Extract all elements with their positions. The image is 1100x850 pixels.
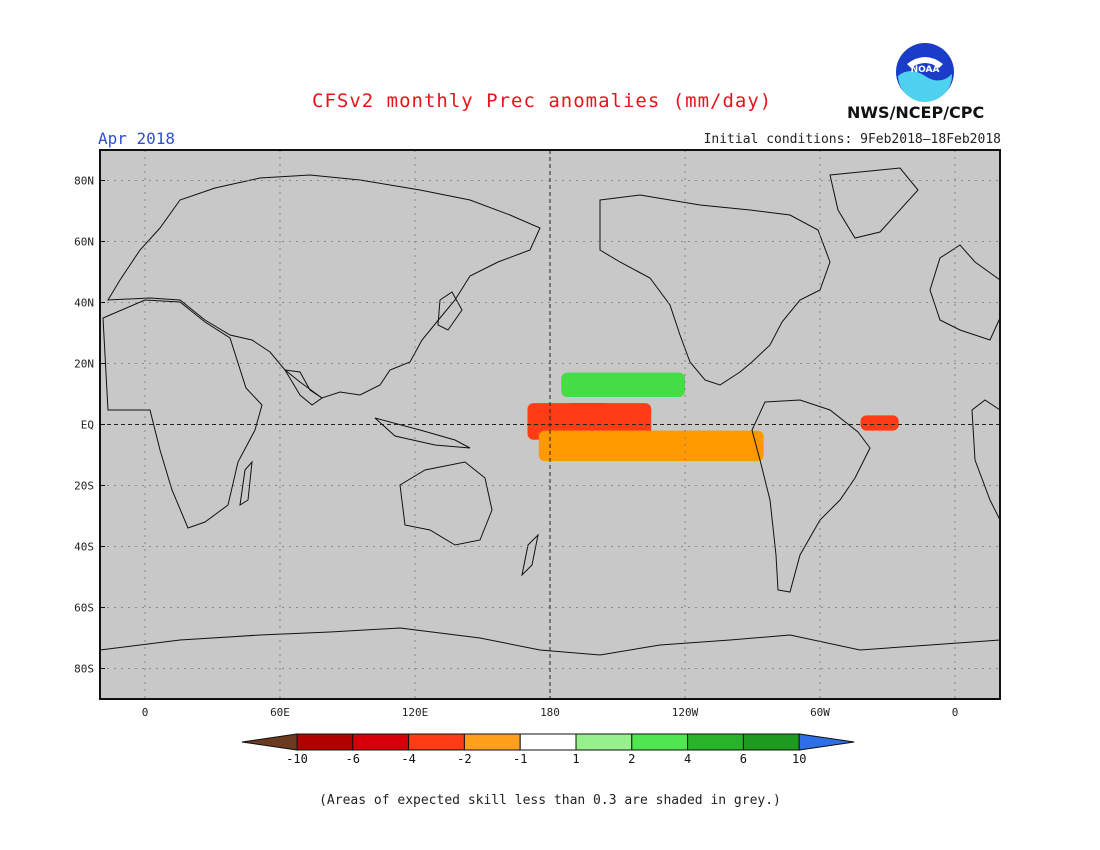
- colorbar-label: -10: [286, 752, 308, 766]
- lon-tick-label: 0: [952, 706, 959, 719]
- chart-title: CFSv2 monthly Prec anomalies (mm/day): [312, 90, 773, 112]
- lat-tick-label: 60N: [74, 236, 94, 249]
- colorbar-bin: [519, 733, 577, 751]
- longitude-labels: 0 60E 120E 180 120W 60W 0: [142, 706, 959, 719]
- lat-tick-label: 60S: [74, 602, 94, 615]
- coastline-south-america: [751, 399, 871, 593]
- anomaly-region-central-pacific-wet-north: [561, 372, 685, 398]
- lat-tick-label: 40N: [74, 297, 94, 310]
- coastlines: [100, 167, 1000, 656]
- colorbar-label: -2: [457, 752, 471, 766]
- coastline-indonesia: [374, 417, 471, 449]
- coastline-africa: [102, 299, 263, 529]
- lon-tick-label: 0: [142, 706, 149, 719]
- initial-conditions: Initial conditions: 9Feb2018–18Feb2018: [703, 132, 1001, 147]
- lon-tick-label: 60W: [810, 706, 830, 719]
- colorbar-label: 1: [572, 752, 579, 766]
- lat-tick-label: EQ: [81, 419, 94, 432]
- coastline-new-zealand: [521, 533, 539, 577]
- anomaly-region-atlantic-itcz-dry: [860, 415, 899, 431]
- coastline-india: [284, 369, 323, 406]
- colorbar-label: 10: [792, 752, 806, 766]
- colorbar-bin-upper-extension: [798, 733, 855, 751]
- coastline-australia: [399, 461, 493, 546]
- colorbar-bin: [408, 733, 465, 751]
- colorbar-label: -4: [401, 752, 415, 766]
- lat-tick-label: 20N: [74, 358, 94, 371]
- coastline-north-america: [599, 194, 831, 386]
- latitude-labels: 80N 60N 40N 20N EQ 20S 40S 60S 80S: [74, 175, 105, 676]
- colorbar: -10 -6 -4 -2 -1 1 2 4 6 10: [241, 733, 855, 766]
- lat-tick-label: 20S: [74, 480, 94, 493]
- colorbar-label: 4: [684, 752, 691, 766]
- lon-tick-label: 120E: [402, 706, 429, 719]
- lon-tick-label: 60E: [270, 706, 290, 719]
- anomaly-region-east-pacific-dry-band: [538, 430, 764, 462]
- colorbar-bin: [463, 733, 521, 751]
- lon-tick-label: 120W: [672, 706, 699, 719]
- coastline-africa-east-edge: [971, 399, 1000, 521]
- colorbar-bin: [575, 733, 633, 751]
- colorbar-bin: [631, 733, 689, 751]
- logo-text: NOAA: [911, 65, 940, 75]
- coastline-antarctica: [100, 627, 1000, 656]
- coastline-greenland: [829, 167, 919, 239]
- colorbar-bin: [687, 733, 744, 751]
- lat-tick-label: 80S: [74, 663, 94, 676]
- coastline-japan: [437, 291, 463, 331]
- coastline-madagascar: [239, 460, 253, 506]
- colorbar-label: -6: [346, 752, 360, 766]
- lat-tick-label: 80N: [74, 175, 94, 188]
- colorbar-bin: [352, 733, 410, 751]
- coastline-eurasia: [107, 174, 541, 399]
- colorbar-label: -1: [513, 752, 527, 766]
- colorbar-label: 2: [628, 752, 635, 766]
- colorbar-label: 6: [740, 752, 747, 766]
- gridlines: [100, 150, 1000, 699]
- colorbar-bin-lower-extension: [241, 733, 298, 751]
- lat-tick-label: 40S: [74, 541, 94, 554]
- colorbar-bin: [742, 733, 800, 751]
- organization-label: NWS/NCEP/CPC: [847, 103, 985, 122]
- forecast-month: Apr 2018: [98, 129, 176, 148]
- colorbar-bin: [296, 733, 354, 751]
- coastline-europe-east-edge: [929, 244, 1000, 341]
- anomaly-regions: [527, 372, 899, 462]
- noaa-logo-icon: NOAA: [896, 43, 954, 102]
- lon-tick-label: 180: [540, 706, 560, 719]
- footnote: (Areas of expected skill less than 0.3 a…: [319, 793, 781, 808]
